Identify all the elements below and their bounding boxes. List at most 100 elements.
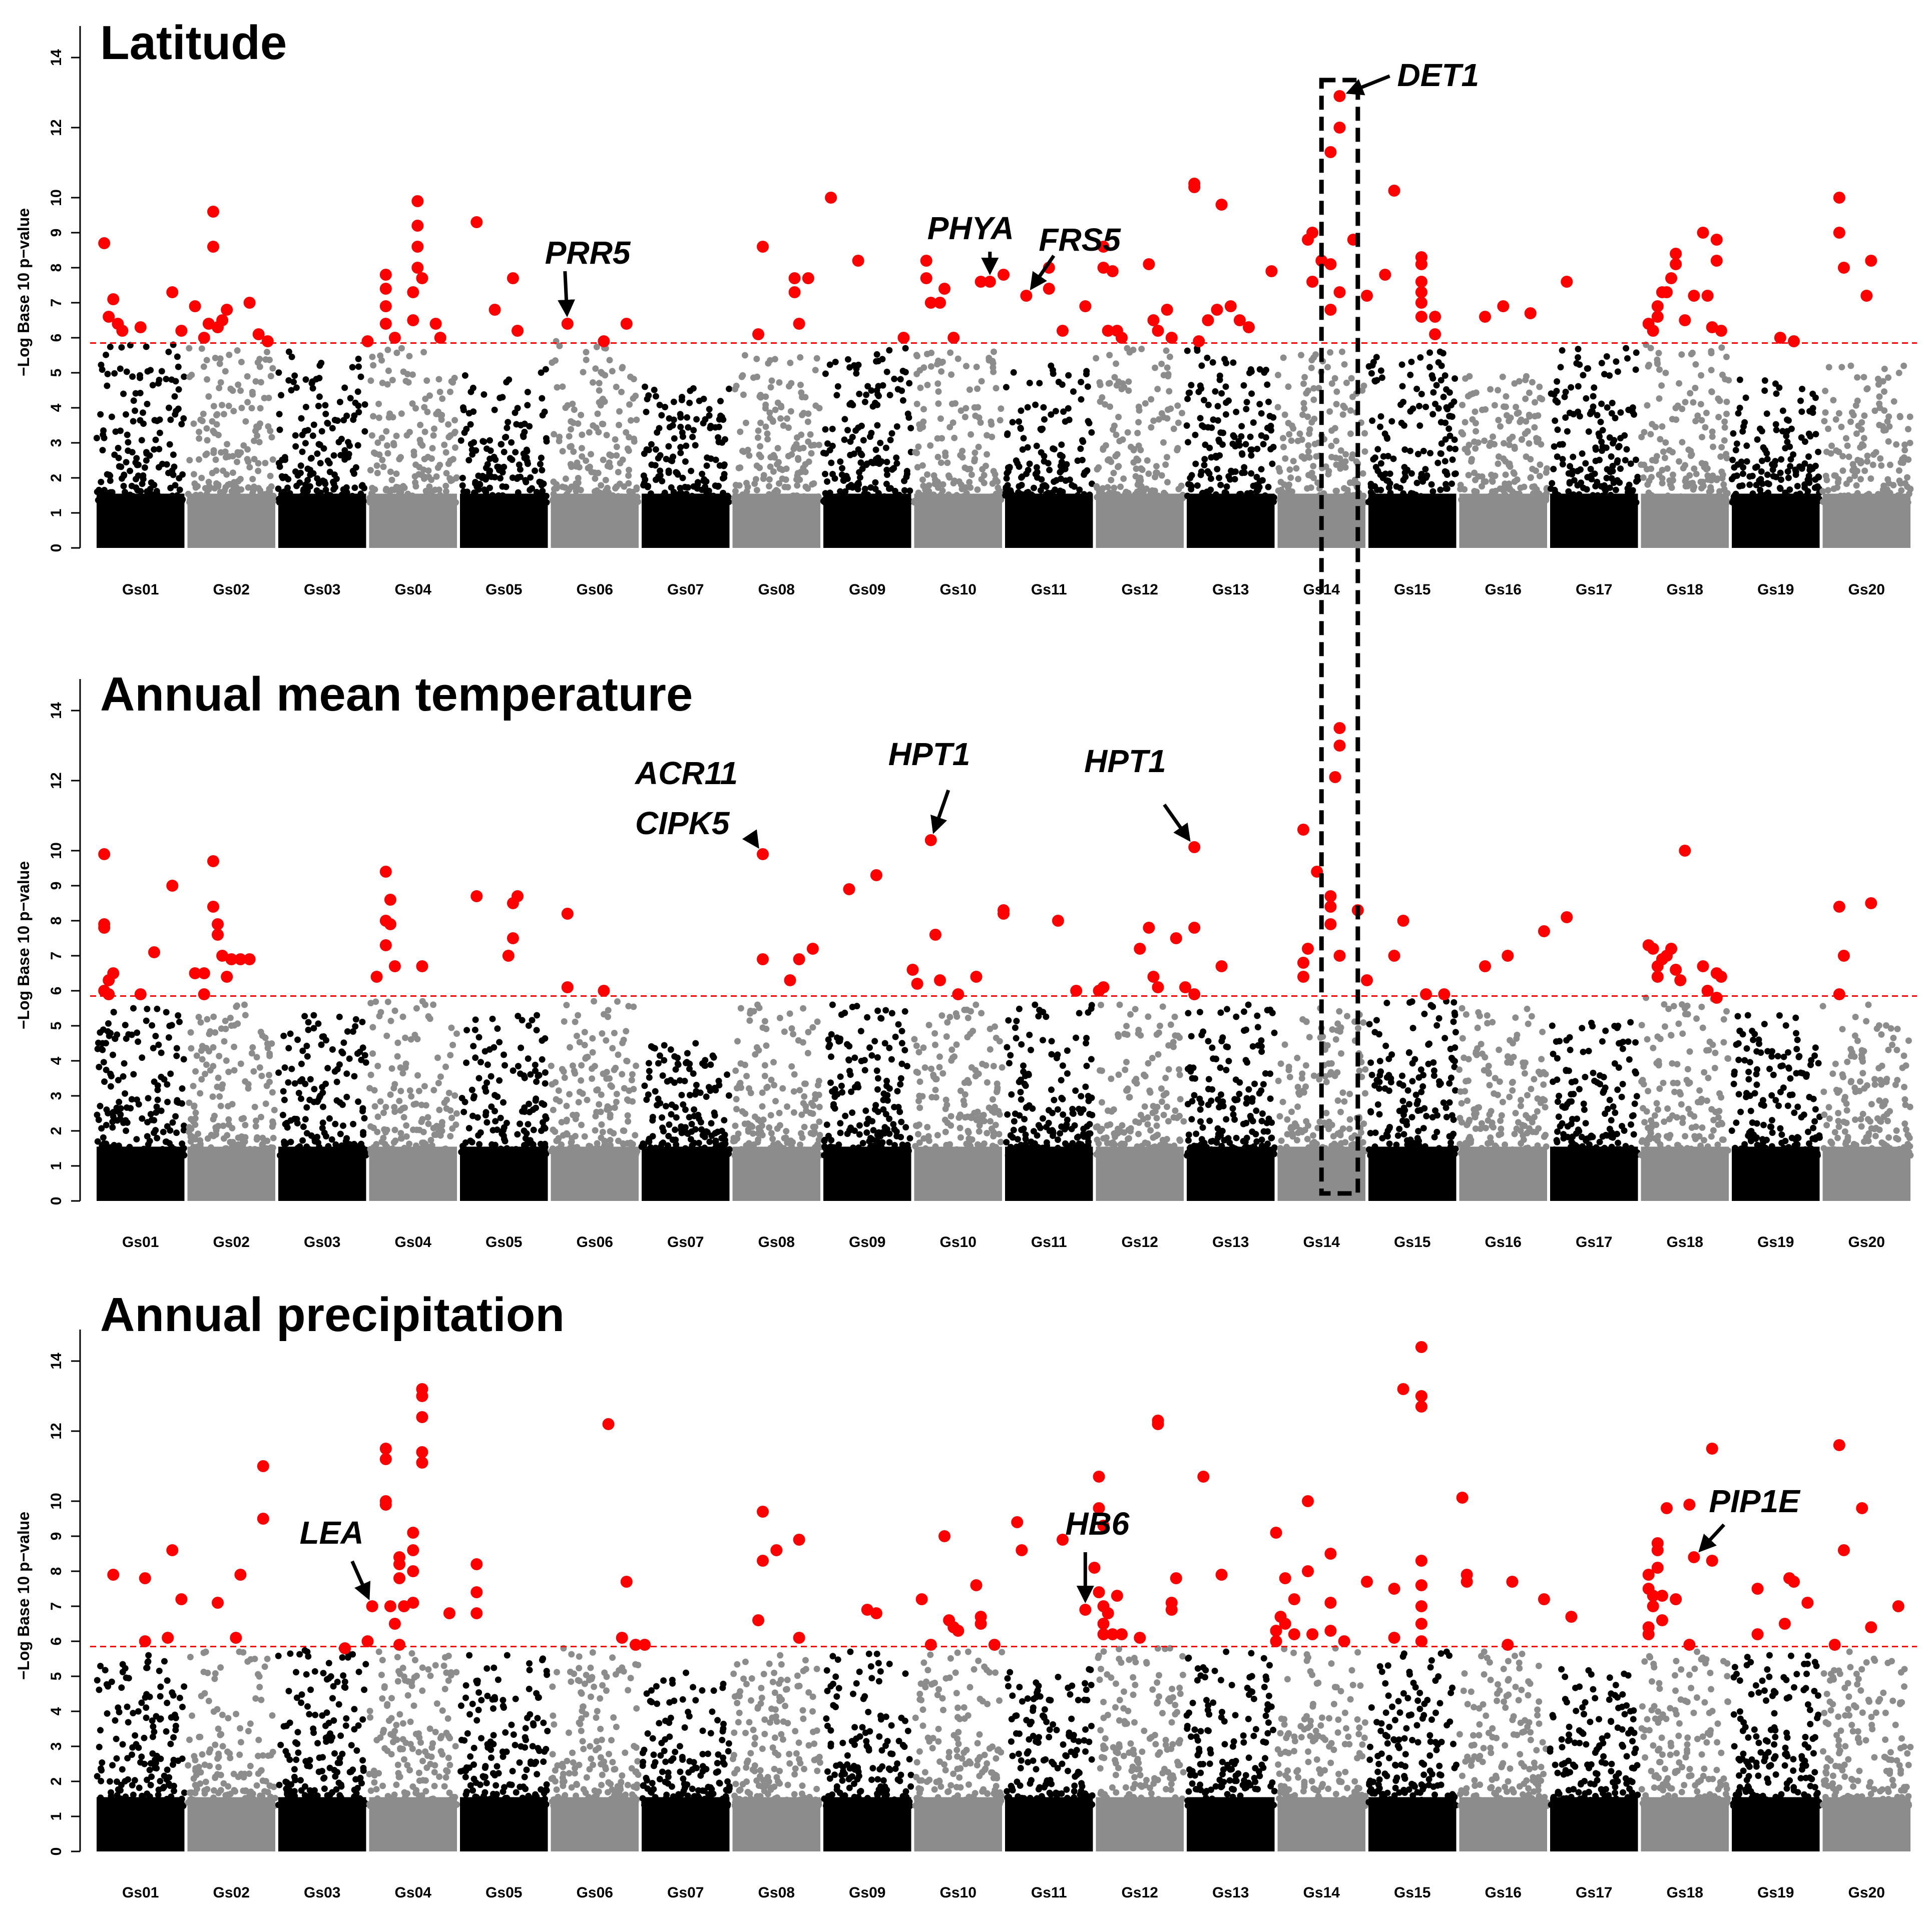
background-snp-point	[1248, 452, 1255, 459]
background-snp-point	[1769, 466, 1776, 473]
background-snp-point	[116, 1098, 123, 1105]
background-snp-point	[1016, 483, 1023, 490]
background-snp-point	[248, 405, 255, 412]
background-snp-point	[188, 1045, 195, 1052]
background-snp-point	[1517, 418, 1524, 425]
background-snp-point	[873, 358, 880, 365]
background-snp-point	[1609, 468, 1616, 474]
significant-snp-point	[1202, 314, 1214, 326]
background-snp-point	[314, 450, 321, 457]
background-snp-point	[495, 499, 502, 506]
background-snp-point	[161, 1076, 168, 1083]
background-snp-point	[442, 482, 449, 489]
background-snp-point	[175, 1012, 182, 1019]
y-tick-label: 3	[48, 439, 65, 447]
background-snp-point	[580, 495, 587, 502]
background-snp-point	[1166, 388, 1173, 395]
background-snp-point	[1333, 388, 1340, 395]
background-snp-point	[947, 349, 954, 356]
background-snp-point	[556, 433, 563, 440]
background-snp-point	[1622, 457, 1629, 464]
background-snp-point	[121, 1060, 128, 1067]
background-snp-point	[594, 410, 601, 417]
background-snp-point	[253, 1117, 259, 1124]
background-snp-point	[216, 1053, 223, 1059]
background-snp-point	[297, 462, 304, 469]
background-snp-point	[599, 370, 606, 377]
background-snp-point	[383, 1126, 390, 1133]
background-snp-point	[1339, 499, 1346, 506]
background-snp-point	[281, 1064, 288, 1071]
background-snp-point	[995, 484, 1002, 491]
background-snp-point	[1078, 396, 1085, 403]
background-snp-point	[1083, 368, 1090, 375]
background-snp-point	[1244, 490, 1251, 497]
background-snp-point	[1615, 444, 1622, 451]
background-snp-point	[1275, 372, 1281, 378]
background-snp-point	[794, 482, 801, 489]
background-snp-point	[437, 1131, 444, 1138]
background-snp-point	[743, 488, 750, 495]
background-snp-point	[406, 1087, 413, 1094]
background-snp-point	[359, 1105, 366, 1112]
chromosome-label: Gs19	[1757, 581, 1794, 598]
background-snp-point	[774, 445, 781, 452]
background-snp-point	[1576, 361, 1583, 368]
background-snp-point	[841, 416, 848, 423]
background-snp-point	[1217, 481, 1224, 488]
background-snp-point	[393, 349, 400, 356]
background-snp-point	[190, 471, 197, 478]
background-snp-point	[441, 441, 448, 448]
background-snp-point	[812, 402, 819, 409]
background-snp-point	[677, 484, 684, 491]
background-snp-point	[1510, 469, 1517, 476]
background-snp-point	[893, 454, 900, 461]
background-snp-point	[1881, 388, 1887, 395]
background-snp-point	[472, 496, 479, 503]
background-snp-point	[347, 395, 354, 402]
background-snp-point	[487, 484, 493, 491]
background-snp-point	[1838, 364, 1845, 371]
background-snp-point	[1604, 404, 1611, 411]
background-snp-point	[152, 436, 159, 443]
background-snp-point	[316, 393, 323, 400]
background-snp-point	[1855, 422, 1862, 429]
background-snp-point	[482, 464, 490, 471]
background-snp-point	[1623, 446, 1630, 453]
background-snp-point	[370, 1124, 377, 1131]
background-snp-point	[856, 474, 863, 481]
background-snp-point	[1102, 401, 1109, 408]
background-snp-point	[199, 1056, 206, 1063]
significant-snp-point	[1429, 311, 1441, 323]
background-snp-point	[166, 1022, 173, 1029]
background-snp-point	[1754, 499, 1761, 506]
background-snp-point	[166, 441, 173, 448]
background-snp-point	[608, 452, 615, 459]
background-snp-point	[700, 395, 707, 402]
significant-snp-point	[920, 272, 932, 284]
background-snp-point	[981, 472, 988, 479]
background-snp-point	[1326, 408, 1333, 415]
background-snp-point	[520, 1150, 527, 1157]
background-snp-point	[1019, 473, 1026, 480]
background-snp-point	[1796, 499, 1803, 506]
background-snp-point	[275, 369, 282, 376]
background-snp-point	[107, 1030, 114, 1037]
background-snp-point	[959, 454, 966, 461]
significant-snp-point	[1116, 332, 1128, 344]
background-snp-point	[1401, 446, 1408, 453]
significant-snp-point	[243, 297, 256, 309]
background-snp-point	[1486, 442, 1493, 449]
background-snp-point	[812, 367, 819, 374]
background-snp-point	[1554, 378, 1561, 385]
background-snp-point	[238, 1133, 245, 1140]
background-snp-point	[946, 474, 953, 481]
background-snp-point	[1184, 492, 1191, 499]
background-snp-point	[332, 497, 339, 504]
background-snp-point	[210, 403, 217, 410]
background-snp-point	[1582, 460, 1589, 467]
background-snp-point	[377, 1098, 384, 1105]
background-snp-point	[384, 450, 391, 457]
background-snp-point	[514, 1131, 521, 1138]
background-snp-point	[1825, 425, 1832, 432]
